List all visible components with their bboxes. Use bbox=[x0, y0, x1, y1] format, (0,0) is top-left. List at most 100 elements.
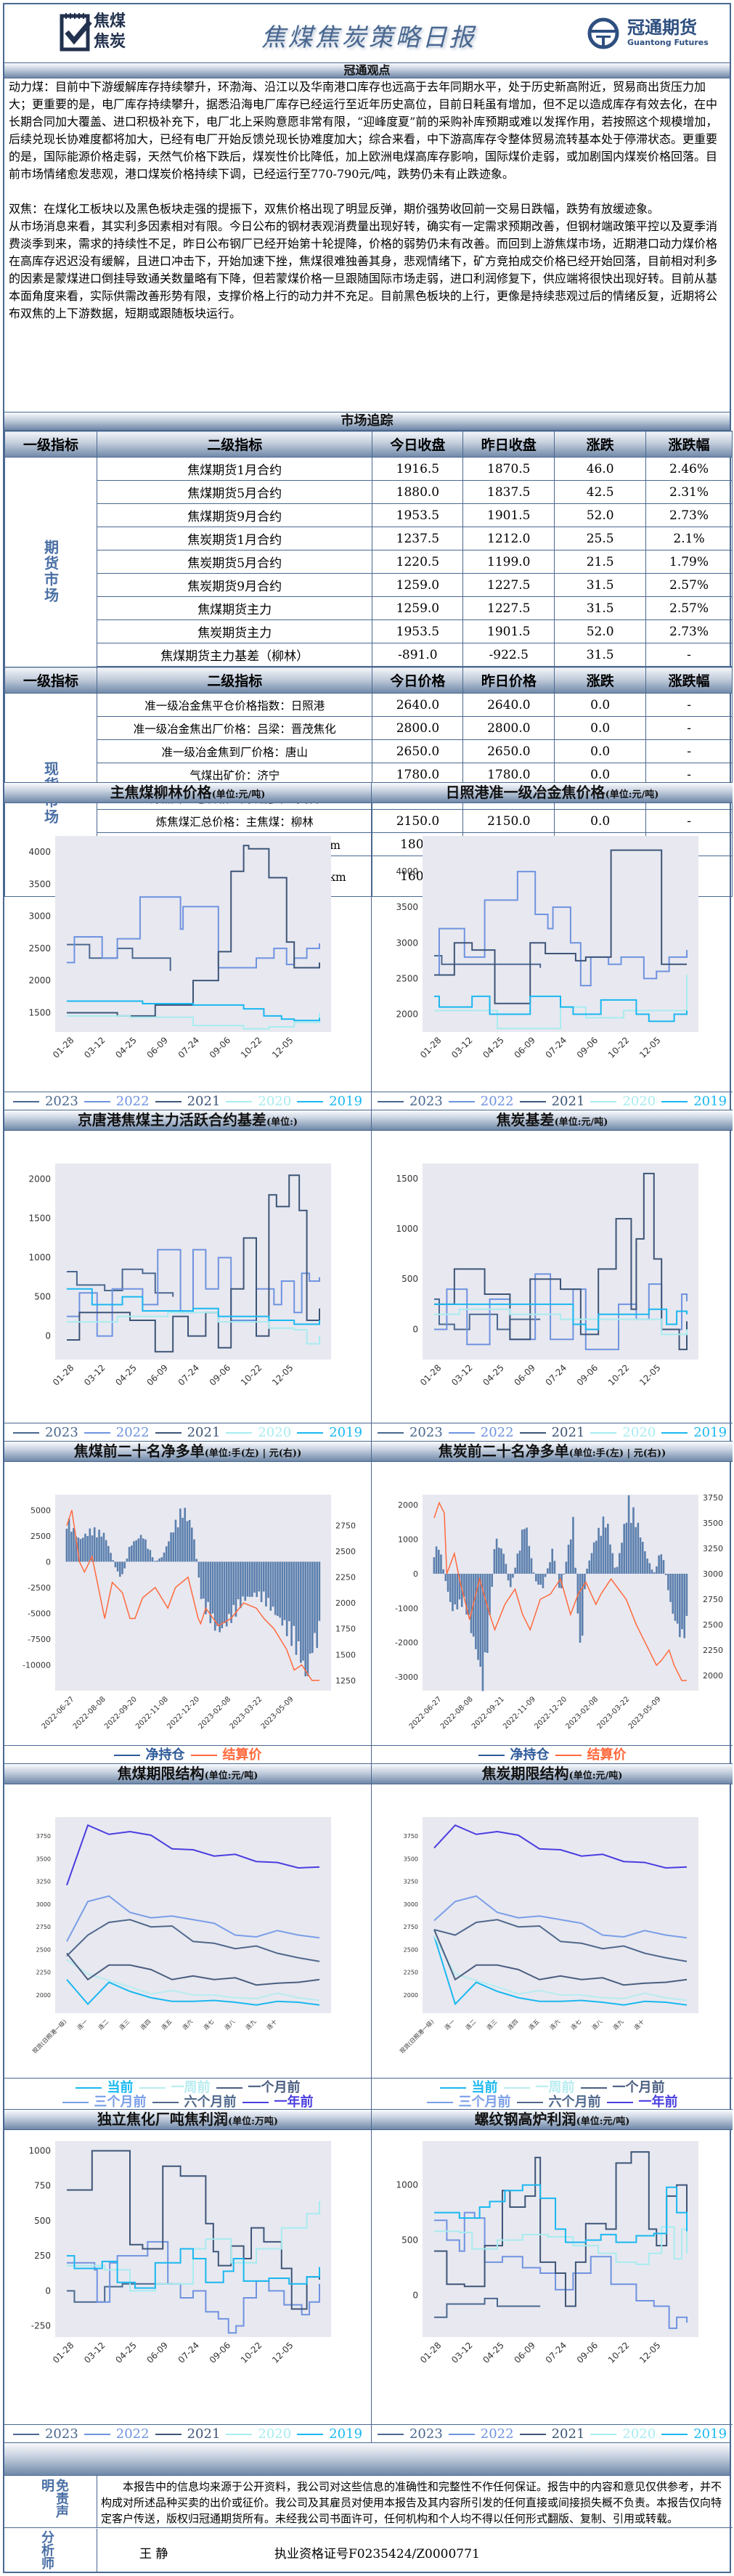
x-tick-label: 连十 bbox=[265, 2018, 278, 2031]
y-left-tick-label: -2000 bbox=[395, 1638, 418, 1648]
y-left-tick-label: -5000 bbox=[28, 1609, 51, 1618]
col-header: 二级指标 bbox=[96, 431, 373, 458]
legend-line-icon bbox=[83, 1101, 110, 1102]
series-line-2019 bbox=[434, 995, 688, 1023]
indicator-name: 焦煤期货主力 bbox=[96, 596, 373, 620]
legend-line-icon bbox=[590, 1432, 617, 1434]
legend-item: 2023 bbox=[377, 1425, 443, 1440]
x-tick-label: 2023-05-09 bbox=[627, 1695, 663, 1731]
y-tick-label: 2750 bbox=[404, 1924, 418, 1930]
x-tick-label: 09-06 bbox=[208, 2340, 233, 2365]
net-position-bar bbox=[281, 1561, 284, 1626]
indicator-name: 焦煤期货1月合约 bbox=[96, 457, 373, 481]
legend-label: 一年前 bbox=[638, 2094, 678, 2110]
y-right-tick-label: 1750 bbox=[335, 1625, 356, 1634]
net-position-bar bbox=[130, 1545, 133, 1562]
x-tick-label: 10-22 bbox=[606, 1362, 632, 1388]
change-value: 42.5 bbox=[554, 480, 647, 504]
net-position-bar bbox=[507, 1573, 510, 1581]
legend-label: 2020 bbox=[258, 1425, 292, 1440]
legend-item: 一个月前 bbox=[580, 2080, 665, 2095]
x-tick-label: 01-28 bbox=[51, 1035, 76, 1060]
net-position-bar bbox=[470, 1573, 473, 1633]
net-position-bar bbox=[574, 1567, 576, 1574]
legend-label: 2021 bbox=[551, 2426, 585, 2442]
net-position-bar bbox=[676, 1573, 679, 1624]
net-position-bar bbox=[586, 1568, 588, 1574]
legend-line-icon bbox=[580, 2087, 607, 2089]
legend-line-icon bbox=[12, 1101, 39, 1102]
series-line-2020 bbox=[434, 1308, 688, 1336]
legend-label: 2021 bbox=[187, 1425, 221, 1440]
y-tick-label: 3500 bbox=[28, 879, 51, 889]
net-position-bar bbox=[246, 1561, 249, 1597]
x-tick-label: 06-09 bbox=[512, 1035, 537, 1060]
notepad-check-icon bbox=[60, 12, 93, 52]
legend-line-icon bbox=[155, 1101, 182, 1102]
series-line-一个月前 bbox=[66, 1952, 320, 1986]
legend-label: 三个月前 bbox=[94, 2094, 147, 2110]
indicator-name: 焦炭期货主力 bbox=[96, 619, 373, 643]
change-value: 0.0 bbox=[554, 693, 647, 717]
net-position-bar bbox=[269, 1561, 272, 1611]
series-line-六个月前 bbox=[66, 1919, 320, 1962]
net-position-bar bbox=[651, 1569, 653, 1574]
y-tick-label: 1000 bbox=[28, 1253, 51, 1263]
chart-unit: (单位:元/吨) bbox=[554, 1117, 608, 1128]
change-value: 31.5 bbox=[554, 643, 647, 667]
net-position-bar bbox=[262, 1561, 265, 1592]
net-position-bar bbox=[304, 1561, 307, 1677]
x-tick-label: 09-06 bbox=[575, 1035, 600, 1060]
chart-legend: 当前 一周前 一个月前 三个月前 六个月前 一年前 bbox=[4, 2078, 371, 2110]
change-percent: 2.1% bbox=[645, 527, 733, 550]
change-value: 31.5 bbox=[554, 596, 647, 620]
legend-line-icon bbox=[190, 1755, 217, 1756]
x-tick-label: 连七 bbox=[569, 2018, 582, 2031]
col-header: 涨跌 bbox=[554, 667, 647, 694]
net-position-bar bbox=[493, 1549, 496, 1574]
net-position-bar bbox=[588, 1560, 591, 1574]
net-position-bar bbox=[530, 1558, 533, 1574]
series-line-一年前 bbox=[66, 1824, 320, 1886]
net-position-bar bbox=[186, 1521, 189, 1562]
net-position-bar bbox=[174, 1519, 177, 1562]
series-line-一周前 bbox=[66, 1959, 320, 2002]
series-line-2020 bbox=[434, 2226, 688, 2265]
disclaimer-text: 本报告中的信息均来源于公开资料，我公司对这些信息的准确性和完整性不作任何保证。报… bbox=[101, 2480, 722, 2525]
legend-item: 2022 bbox=[448, 1425, 514, 1440]
net-position-bar bbox=[114, 1561, 117, 1568]
net-position-bar bbox=[274, 1561, 277, 1615]
net-position-bar bbox=[293, 1561, 295, 1626]
yesterday-value: 1227.5 bbox=[462, 596, 555, 620]
net-position-bar bbox=[65, 1528, 68, 1562]
legend-item: 2020 bbox=[590, 2426, 656, 2442]
change-value: 21.5 bbox=[554, 550, 647, 574]
net-position-bar bbox=[613, 1567, 616, 1574]
legend-item: 2022 bbox=[448, 1094, 514, 1109]
net-position-bar bbox=[295, 1561, 298, 1655]
x-tick-label: 2022-06-27 bbox=[408, 1695, 444, 1731]
net-position-bar bbox=[621, 1543, 623, 1574]
y-tick-label: 1000 bbox=[396, 2180, 418, 2190]
x-tick-label: 04-25 bbox=[481, 1362, 506, 1388]
series-line-2021 bbox=[434, 849, 687, 1004]
net-position-bar bbox=[484, 1573, 486, 1653]
y-tick-label: 500 bbox=[401, 1274, 418, 1284]
row-group-label: 期货市场 bbox=[4, 457, 97, 690]
net-position-bar bbox=[505, 1564, 507, 1574]
x-tick-label: 07-24 bbox=[544, 2340, 569, 2365]
net-position-bar bbox=[547, 1568, 549, 1574]
x-tick-label: 10-22 bbox=[606, 2340, 632, 2365]
x-tick-label: 10-22 bbox=[239, 2340, 264, 2365]
chart-legend: 2023 2022 2021 2020 2019 bbox=[4, 1092, 371, 1110]
net-position-bar bbox=[553, 1561, 556, 1574]
net-position-bar bbox=[641, 1541, 644, 1574]
net-position-bar bbox=[446, 1573, 449, 1592]
y-tick-label: 250 bbox=[34, 2251, 51, 2261]
net-position-bar bbox=[590, 1553, 593, 1574]
net-position-bar bbox=[300, 1561, 302, 1663]
x-tick-label: 2022-11-09 bbox=[502, 1695, 537, 1731]
legend-item: 2020 bbox=[226, 1094, 291, 1109]
x-tick-label: 2023-02-08 bbox=[197, 1695, 232, 1731]
net-position-bar bbox=[184, 1508, 187, 1562]
